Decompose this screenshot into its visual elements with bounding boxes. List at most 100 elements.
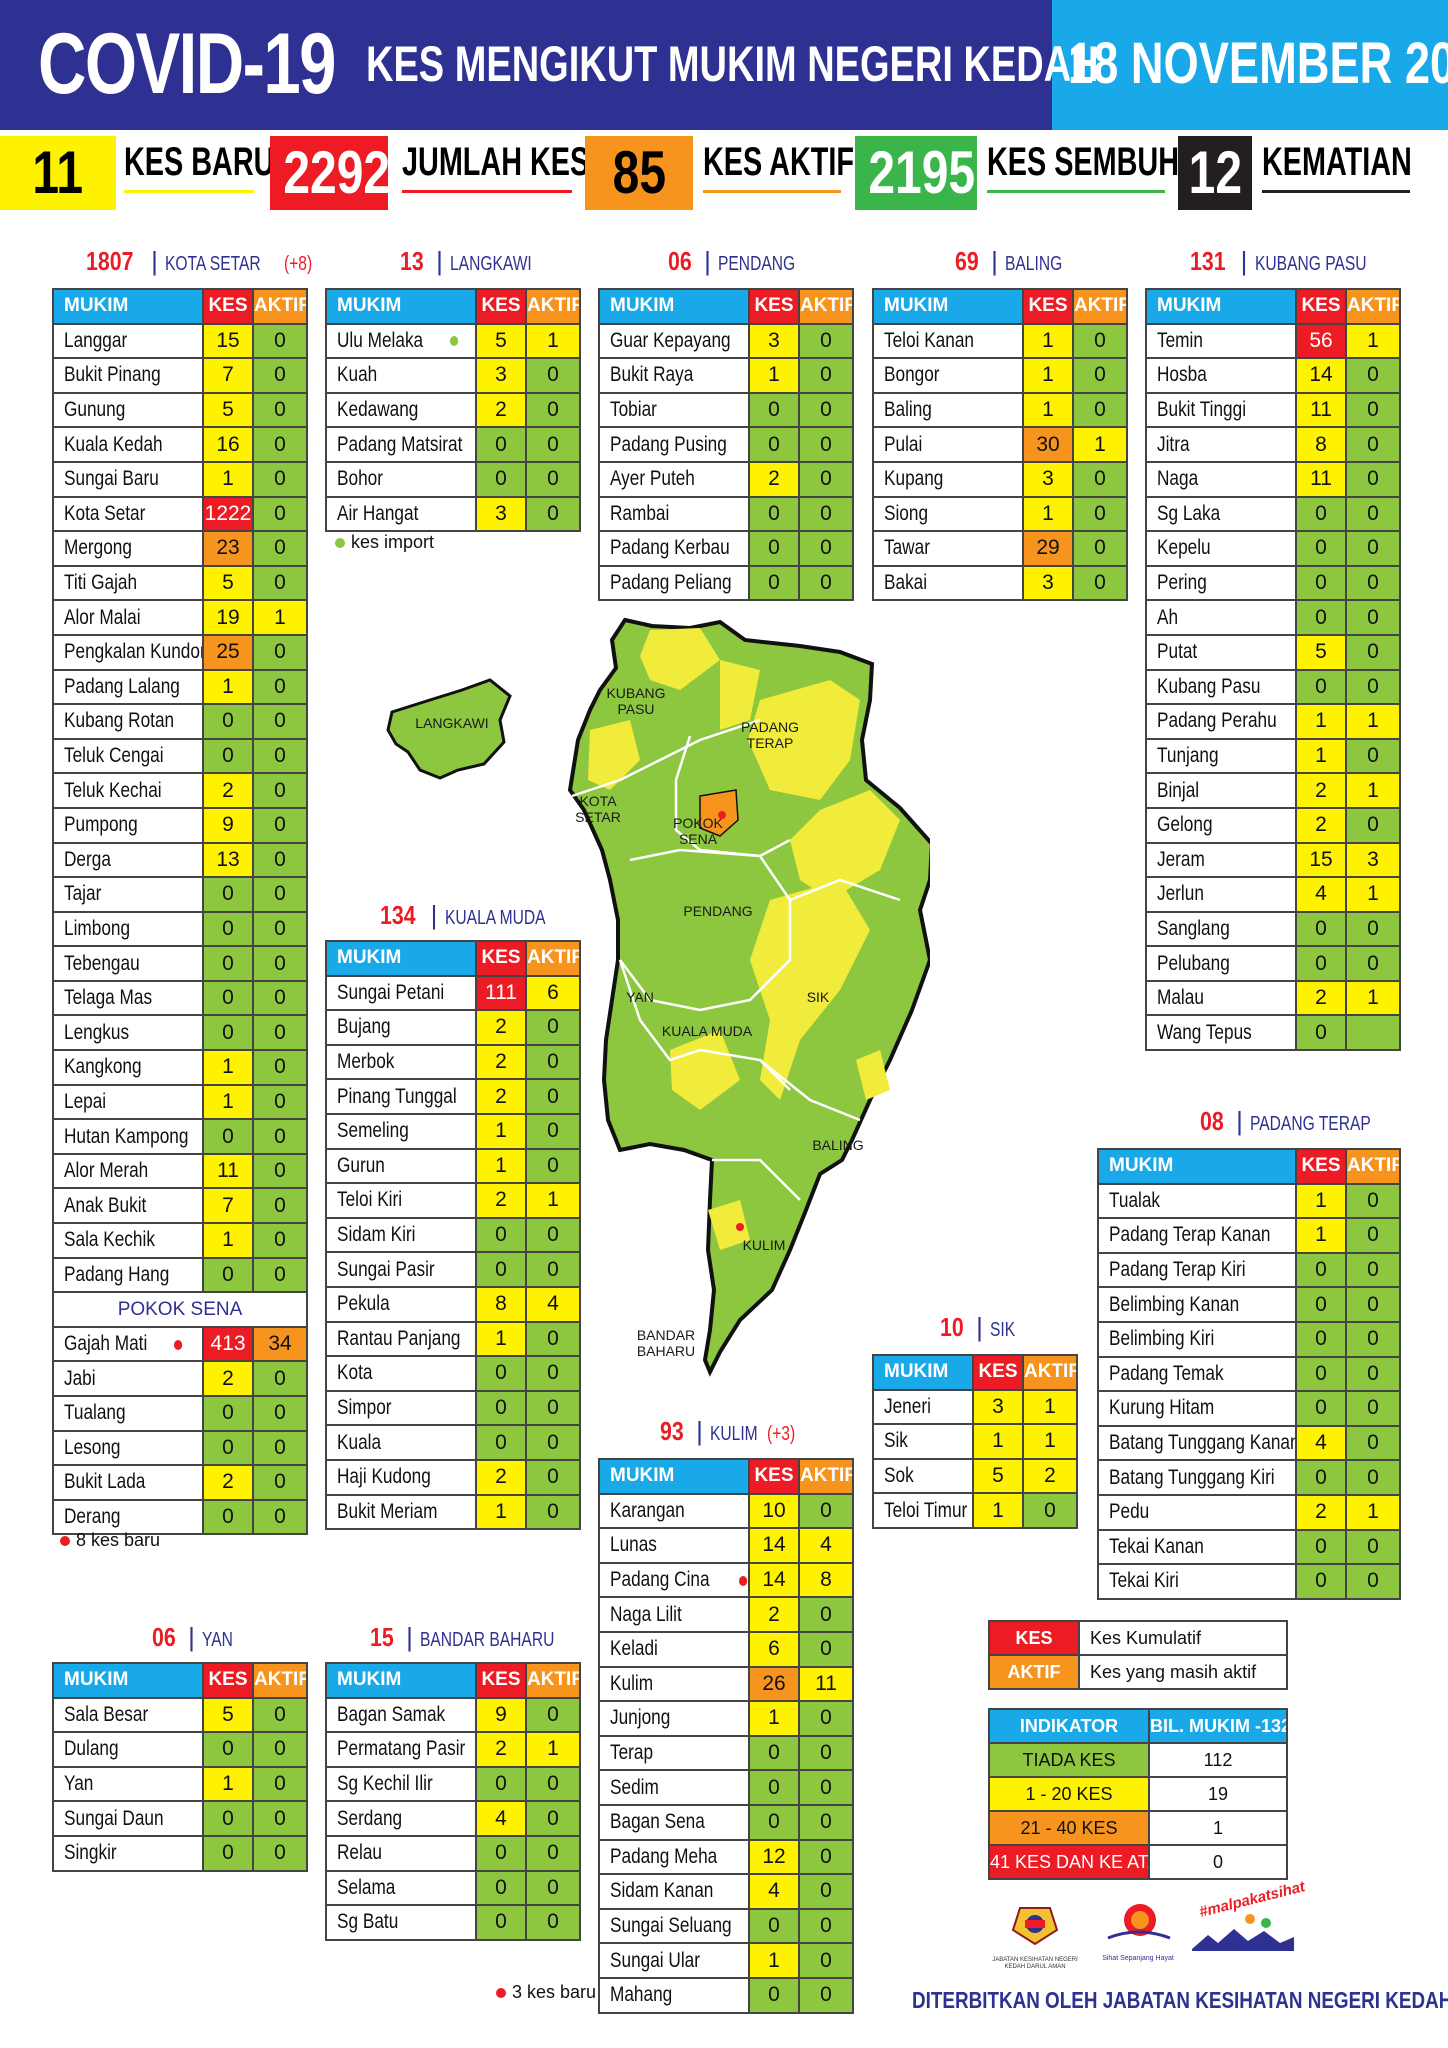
mukim-label: Teloi Kanan — [884, 328, 974, 352]
map-patch — [708, 1200, 750, 1250]
kes-value: 5 — [202, 1696, 254, 1734]
aktif-value: 0 — [1345, 1390, 1401, 1427]
mukim-name: Hosba — [1145, 357, 1297, 394]
mukim-label: Sungai Seluang — [610, 1914, 732, 1938]
mukim-label: Lengkus — [64, 1020, 130, 1044]
mukim-label: Bagan Samak — [337, 1702, 446, 1726]
mukim-label: Kota — [337, 1361, 373, 1385]
aktif-value: 6 — [525, 974, 581, 1012]
kes-value: 3 — [972, 1388, 1024, 1426]
mukim-label: Singkir — [64, 1841, 117, 1865]
district-name: KOTA SETAR — [165, 253, 261, 275]
mukim-label: Padang Kerbau — [610, 536, 730, 560]
table-row: Ah 0 0 — [1145, 599, 1401, 636]
mukim-label: Semeling — [337, 1119, 409, 1143]
aktif-value: 0 — [252, 460, 308, 498]
district-total: 06 — [668, 246, 692, 276]
mukim-label: Kota Setar — [64, 501, 146, 525]
column-header: KES — [475, 940, 527, 977]
map-patch — [720, 660, 760, 730]
aktif-value: 0 — [798, 1492, 854, 1530]
mukim-name: Teloi Timur — [872, 1492, 974, 1529]
map-label: KULIM — [743, 1237, 786, 1253]
table-row: Pulai 30 1 — [872, 426, 1128, 463]
title-separator: | — [398, 1622, 421, 1652]
map-label: POKOK SENA — [673, 815, 723, 847]
subdistrict-header-row: POKOK SENA — [52, 1291, 308, 1328]
mukim-label: Kubang Rotan — [64, 709, 175, 733]
mukim-label: Gelong — [1157, 813, 1213, 837]
table-row: Sungai Ular 1 0 — [598, 1942, 854, 1979]
mukim-name: Kuah — [325, 357, 477, 394]
stat-label: KES AKTIF — [703, 140, 854, 184]
table-row: Haji Kudong 2 0 — [325, 1458, 581, 1496]
mukim-name: Padang Terap Kiri — [1097, 1251, 1297, 1289]
mukim-name: Sungai Ular — [598, 1942, 750, 1979]
mukim-name: Pelubang — [1145, 945, 1297, 982]
indicator-label: TIADA KES — [988, 1742, 1150, 1778]
table-row: Sala Kechik 1 0 — [52, 1222, 308, 1259]
kes-value: 0 — [1295, 1459, 1347, 1496]
table-note: kes import — [335, 532, 434, 553]
column-header: MUKIM — [325, 288, 477, 325]
table-row: Terap 0 0 — [598, 1734, 854, 1772]
aktif-value: 0 — [798, 530, 854, 567]
mukim-name: Baling — [872, 391, 1024, 429]
kes-value: 15 — [202, 322, 254, 360]
table-row: Lengkus 0 0 — [52, 1014, 308, 1052]
kes-value: 14 — [748, 1527, 800, 1564]
stat-value-box: 11 — [0, 136, 116, 210]
mukim-name: Jerlun — [1145, 876, 1297, 913]
table-row: Teloi Kanan 1 0 — [872, 322, 1128, 360]
aktif-value: 0 — [525, 1493, 581, 1531]
kes-value: 413 — [202, 1325, 254, 1363]
legend-desc: Kes Kumulatif — [1078, 1620, 1288, 1656]
table-row: Padang Temak 0 0 — [1097, 1355, 1401, 1393]
kes-value: 1 — [1295, 1217, 1347, 1254]
mukim-name: Alor Malai — [52, 599, 204, 636]
mukim-label: Belimbing Kanan — [1109, 1292, 1240, 1316]
mukim-name: Ulu Melaka — [325, 322, 477, 360]
mukim-name: Sidam Kanan — [598, 1873, 750, 1910]
table-row: Sungai Daun 0 0 — [52, 1800, 308, 1837]
table-row: Tajar 0 0 — [52, 876, 308, 913]
mukim-label: Gajah Mati — [64, 1332, 148, 1356]
kes-value: 2 — [1295, 806, 1347, 844]
mukim-label: Titi Gajah — [64, 571, 138, 595]
mukim-name: Pedu — [1097, 1493, 1297, 1531]
table-row: Bujang 2 0 — [325, 1009, 581, 1046]
mukim-name: Siong — [872, 495, 1024, 533]
aktif-value: 0 — [798, 1976, 854, 2014]
table-header-row: MUKIM KES AKTIF — [872, 288, 1128, 325]
kes-value: 5 — [972, 1457, 1024, 1495]
aktif-value: 0 — [798, 1942, 854, 1979]
aktif-value: 0 — [798, 1630, 854, 1668]
table-row: Tawar 29 0 — [872, 530, 1128, 567]
mukim-label: Bukit Tinggi — [1157, 398, 1247, 422]
mukim-label: Padang Meha — [610, 1844, 718, 1868]
mukim-name: Simpor — [325, 1389, 477, 1427]
mukim-label: Jerlun — [1157, 882, 1204, 906]
legend-row: AKTIF Kes yang masih aktif — [988, 1654, 1288, 1690]
table-note: 8 kes baru — [60, 1530, 160, 1551]
kes-value: 14 — [1295, 357, 1347, 394]
table-row: Merbok 2 0 — [325, 1043, 581, 1081]
mukim-label: Teluk Cengai — [64, 744, 164, 768]
kes-value: 14 — [748, 1561, 800, 1599]
table-row: Bukit Pinang 7 0 — [52, 357, 308, 394]
aktif-value: 1 — [525, 1731, 581, 1768]
aktif-value: 0 — [252, 322, 308, 360]
aktif-value: 0 — [1345, 1528, 1401, 1566]
kes-value: 0 — [1295, 1286, 1347, 1323]
kes-value: 9 — [475, 1696, 527, 1734]
mukim-name: Batang Tunggang Kiri — [1097, 1459, 1297, 1496]
aktif-value: 0 — [1345, 357, 1401, 394]
mukim-label: Alor Malai — [64, 605, 141, 629]
stat-label: KES SEMBUH — [987, 140, 1180, 184]
table-row: Lesong 0 0 — [52, 1429, 308, 1467]
kes-value: 2 — [475, 1731, 527, 1768]
table-row: Yan 1 0 — [52, 1765, 308, 1803]
table-row: Padang Peliang 0 0 — [598, 564, 854, 602]
table-row: Limbong 0 0 — [52, 910, 308, 948]
legend-key: KES — [988, 1620, 1080, 1656]
